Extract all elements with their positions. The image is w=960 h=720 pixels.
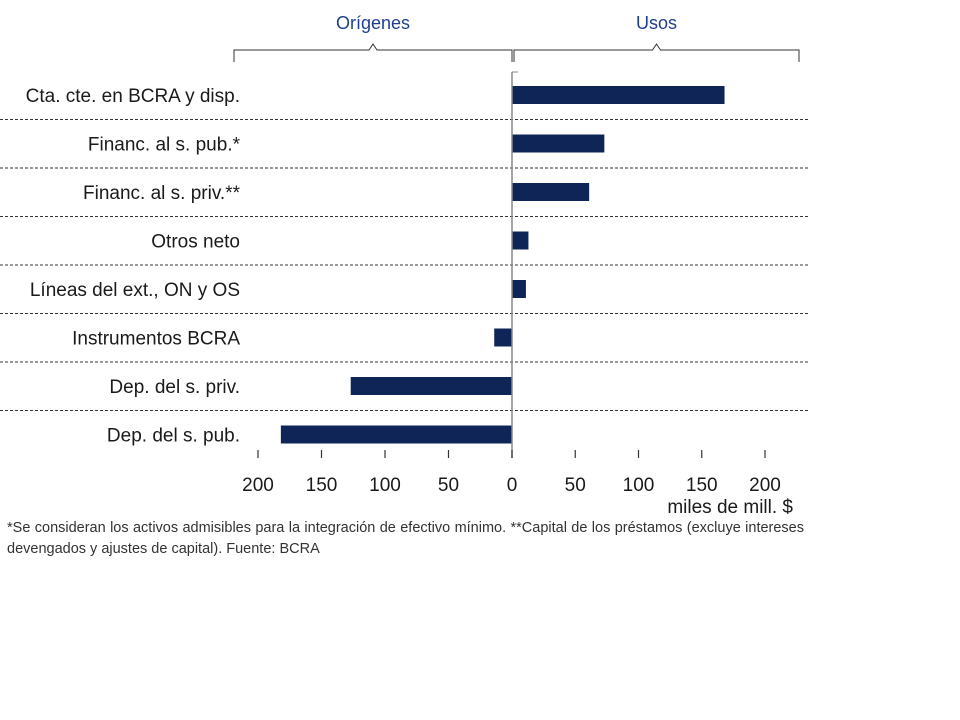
- section-bracket: [513, 43, 800, 62]
- category-label: Dep. del s. priv.: [109, 377, 240, 398]
- footnote: *Se consideran los activos admisibles pa…: [7, 520, 804, 557]
- bar: [350, 377, 512, 395]
- x-tick-label: 100: [369, 475, 401, 496]
- zero-axis: [511, 71, 518, 458]
- category-labels: Cta. cte. en BCRA y disp. Financ. al s. p…: [26, 86, 241, 447]
- section-bracket: [233, 43, 513, 62]
- bar: [512, 134, 605, 153]
- section-label: Usos: [636, 13, 677, 33]
- category-label: Financ. al s. pub.*: [88, 135, 241, 156]
- bar: [512, 86, 725, 104]
- x-tick-label: 0: [507, 475, 518, 496]
- x-tick-label: 150: [686, 475, 718, 496]
- bar: [512, 280, 526, 298]
- x-axis-unit-label: miles de mill. $: [667, 497, 793, 515]
- x-tick-label: 200: [242, 475, 274, 496]
- x-tick-label: 150: [306, 475, 338, 496]
- section-brackets: Orígenes Usos: [233, 13, 800, 62]
- bar: [512, 231, 529, 250]
- bars-group: [280, 86, 725, 444]
- category-label: Instrumentos BCRA: [72, 329, 240, 350]
- category-separators: [0, 119, 810, 411]
- chart-canvas: Orígenes Usos Cta. cte. en BCRA y disp. Fi…: [0, 13, 810, 515]
- x-tick-label: 200: [749, 475, 781, 496]
- category-label: Dep. del s. pub.: [107, 426, 240, 447]
- category-label: Líneas del ext., ON y OS: [30, 280, 240, 301]
- bar: [494, 328, 512, 347]
- x-axis: 200 150 100 50 0 50 100 150 200: [242, 450, 781, 496]
- x-tick-label: 50: [565, 475, 586, 496]
- bar: [280, 425, 512, 444]
- x-tick-label: 100: [623, 475, 655, 496]
- x-tick-label: 50: [438, 475, 459, 496]
- category-label: Cta. cte. en BCRA y disp.: [26, 86, 240, 107]
- section-label: Orígenes: [336, 13, 410, 33]
- category-label: Financ. al s. priv.**: [83, 183, 241, 204]
- category-label: Otros neto: [151, 232, 240, 253]
- bar: [512, 183, 590, 201]
